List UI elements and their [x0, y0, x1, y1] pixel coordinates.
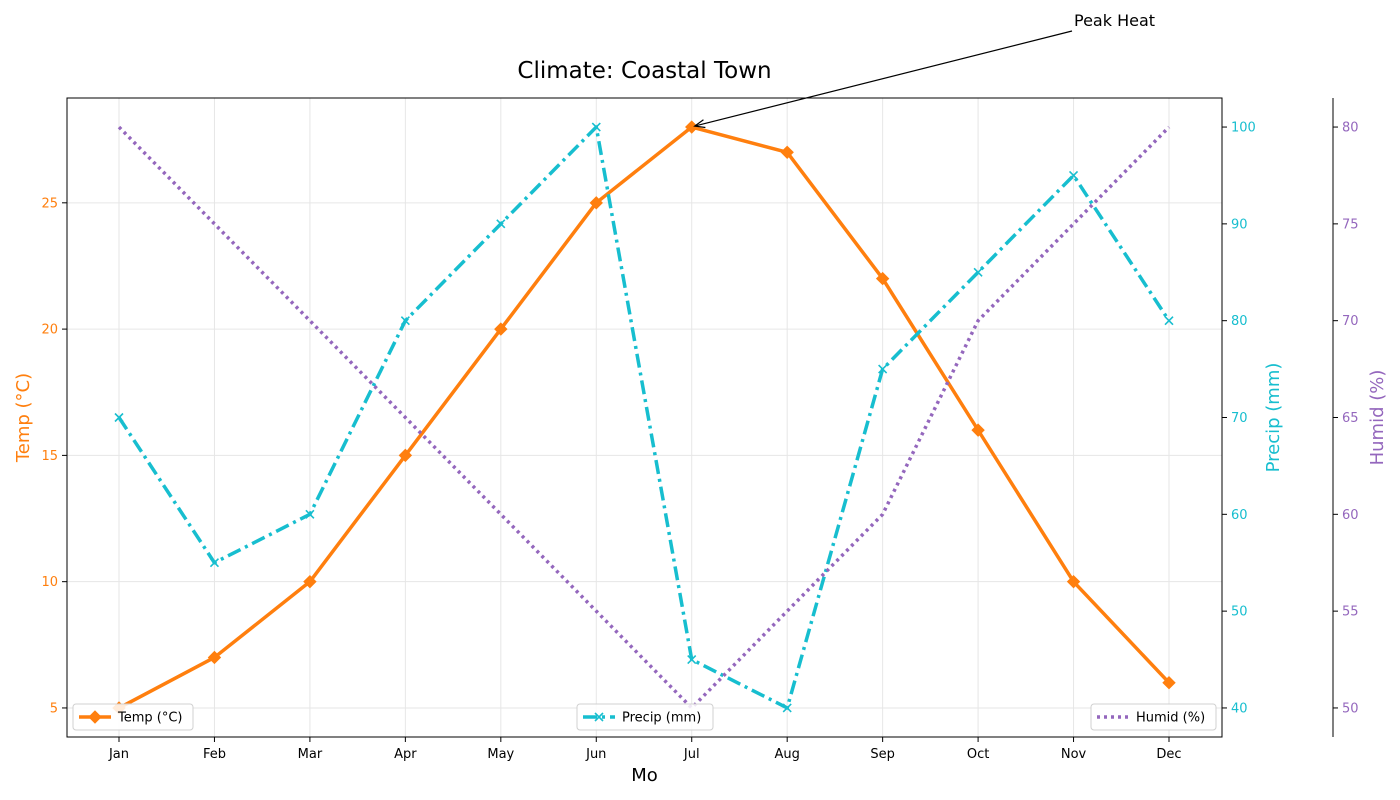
- point-precip-mm-sep-stroke-b: [878, 364, 888, 374]
- point-temp-c-may: [494, 322, 508, 336]
- point-temp-c-sep: [875, 271, 890, 286]
- temp-axis-tick-label-25: 25: [41, 196, 58, 211]
- legend-temp-c-box: [72, 703, 194, 731]
- legend-humid-box: [1090, 703, 1217, 731]
- precip-axis-tick-label-50: 50: [1231, 605, 1248, 620]
- point-temp-c-feb: [207, 650, 222, 665]
- point-temp-c-apr: [398, 448, 413, 463]
- point-precip-mm-jul-stroke-b: [687, 654, 697, 665]
- point-temp-c-aug: [780, 145, 794, 160]
- humid-axis-label: Humid (%): [1367, 370, 1388, 466]
- x-tick-label-may: May: [487, 747, 514, 762]
- point-precip-mm-may-stroke-b: [496, 219, 506, 229]
- x-tick-label-nov: Nov: [1061, 747, 1087, 762]
- humid-axis-tick-label-75: 75: [1342, 217, 1359, 232]
- point-precip-mm-jul: [687, 654, 697, 665]
- x-tick-label-feb: Feb: [203, 747, 226, 762]
- legend-layer: Temp (°C) Precip (mm) Humid (%): [72, 703, 1217, 731]
- point-precip-mm-apr-stroke-b: [400, 316, 410, 326]
- point-precip-mm-jan-stroke-b: [114, 412, 124, 423]
- precip-axis-tick-label-80: 80: [1231, 314, 1248, 329]
- grid-layer: [67, 98, 1222, 737]
- temp-axis-label: Temp (°C): [13, 373, 34, 463]
- point-precip-mm-dec-stroke-b: [1164, 316, 1174, 326]
- point-precip-mm-jan: [114, 412, 124, 423]
- point-temp-c-jun: [589, 196, 603, 210]
- humid-axis-tick-label-50: 50: [1342, 701, 1359, 716]
- legend-temp-c-marker: [88, 710, 102, 724]
- point-precip-mm-may: [496, 219, 506, 229]
- ticks-layer: Jan Feb Mar Apr May Jun Jul Aug Sep Oct Nov Dec 5 10 1…: [41, 121, 1358, 762]
- x-tick-label-aug: Aug: [774, 747, 799, 762]
- x-tick-label-mar: Mar: [298, 747, 323, 762]
- point-precip-mm-oct-stroke-b: [973, 267, 983, 277]
- precip-axis-tick-label-60: 60: [1231, 508, 1248, 523]
- plot-frame: [66, 97, 1223, 738]
- temp-axis-tick-label-5: 5: [50, 701, 58, 716]
- point-precip-mm-aug-stroke-b: [782, 703, 792, 713]
- humid-axis-tick-label-80: 80: [1342, 121, 1359, 136]
- precip-axis-tick-label-40: 40: [1231, 701, 1248, 716]
- x-tick-label-oct: Oct: [967, 747, 989, 762]
- x-tick-label-dec: Dec: [1156, 747, 1181, 762]
- chart-title: Climate: Coastal Town: [517, 58, 771, 84]
- series-line-temp-c: [118, 125, 1171, 710]
- point-precip-mm-sep: [878, 364, 888, 374]
- point-temp-c-oct: [971, 423, 985, 437]
- point-precip-mm-dec: [1164, 316, 1174, 326]
- precip-axis-tick-label-90: 90: [1231, 217, 1248, 232]
- x-tick-label-apr: Apr: [394, 747, 417, 762]
- annotation-arrow-line: [694, 30, 1073, 127]
- point-precip-mm-aug: [782, 703, 792, 713]
- point-precip-mm-feb-stroke-b: [209, 558, 220, 568]
- annotation-arrowhead: [693, 119, 706, 129]
- series-line-humid: [117, 125, 1171, 710]
- point-precip-mm-jun-stroke-b: [591, 122, 601, 132]
- legend-precip-mm-label: Precip (mm): [622, 711, 701, 726]
- x-tick-label-jan: Jan: [108, 747, 129, 762]
- annotation-label: Peak Heat: [1074, 11, 1155, 30]
- x-axis-label: Mo: [631, 765, 658, 786]
- point-precip-mm-oct: [973, 267, 983, 277]
- x-tick-label-sep: Sep: [870, 747, 895, 762]
- x-tick-label-jul: Jul: [683, 747, 700, 762]
- point-precip-mm-nov: [1068, 170, 1079, 181]
- series-line-precip-mm: [117, 125, 1171, 710]
- point-precip-mm-mar: [305, 509, 315, 519]
- x-tick-label-jun: Jun: [585, 747, 606, 762]
- annotation-layer: Peak Heat: [693, 11, 1155, 129]
- point-temp-c-mar: [303, 574, 317, 589]
- point-temp-c-nov: [1066, 574, 1081, 589]
- humid-axis-tick-label-60: 60: [1342, 508, 1359, 523]
- point-precip-mm-nov-stroke-b: [1068, 170, 1079, 181]
- legend-precip-mm-box: [576, 703, 714, 731]
- legend-precip-mm-marker-stroke-b: [594, 712, 604, 722]
- humid-axis-tick-label-65: 65: [1342, 411, 1359, 426]
- point-precip-mm-mar-stroke-b: [305, 509, 315, 519]
- precip-axis-tick-label-100: 100: [1231, 121, 1256, 136]
- legend-humid: Humid (%): [1090, 703, 1217, 731]
- series-layer: [112, 120, 1176, 715]
- legend-temp-c: Temp (°C): [72, 703, 194, 731]
- point-precip-mm-apr: [400, 316, 410, 326]
- temp-axis-tick-label-15: 15: [41, 449, 58, 464]
- precip-axis-label: Precip (mm): [1263, 363, 1284, 473]
- point-precip-mm-jun: [591, 122, 601, 132]
- legend-precip-mm-marker: [594, 712, 604, 722]
- temp-axis-tick-label-10: 10: [41, 575, 58, 590]
- humid-axis-tick-label-70: 70: [1342, 314, 1359, 329]
- legend-temp-c-label: Temp (°C): [117, 711, 183, 726]
- humid-axis-tick-label-55: 55: [1342, 605, 1359, 620]
- point-precip-mm-feb: [209, 558, 220, 568]
- temp-axis-tick-label-20: 20: [41, 323, 58, 338]
- legend-precip-mm: Precip (mm): [576, 703, 714, 731]
- legend-humid-label: Humid (%): [1136, 711, 1205, 726]
- precip-axis-tick-label-70: 70: [1231, 411, 1248, 426]
- point-temp-c-dec: [1162, 675, 1176, 690]
